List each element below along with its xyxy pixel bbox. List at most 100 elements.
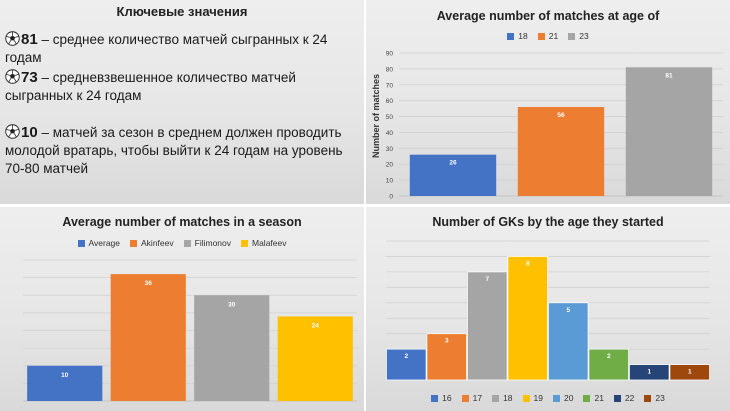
legend-label: 21 — [594, 393, 604, 403]
data-label: 1 — [647, 369, 651, 376]
fact-item: 10 – матчей за сезон в среднем должен пр… — [5, 124, 356, 178]
bar-21 — [588, 348, 629, 381]
legend-swatch — [183, 239, 191, 247]
soccer-ball-icon — [5, 124, 20, 139]
y-tick-label: 50 — [386, 114, 394, 121]
legend-item: Average — [77, 238, 121, 248]
legend-swatch — [613, 394, 621, 402]
season-chart-legend: Average Akinfeev Filimonov Malafeev — [0, 238, 364, 248]
legend-item: 20 — [553, 393, 573, 403]
gk-chart-legend: 16 17 18 19 20 21 22 23 — [366, 393, 730, 403]
legend-item: 18 — [507, 31, 528, 41]
legend-swatch — [77, 239, 85, 247]
legend-swatch — [130, 239, 138, 247]
legend-label: 18 — [503, 393, 513, 403]
bar-17 — [426, 333, 467, 381]
key-facts-title: Ключевые значения — [116, 4, 248, 19]
legend-item: 19 — [522, 393, 543, 403]
y-tick-label: 20 — [386, 162, 394, 169]
data-label: 5 — [566, 307, 570, 314]
data-label: 3 — [445, 338, 449, 345]
bar-18 — [409, 154, 497, 196]
legend-label: 19 — [533, 393, 543, 403]
data-label: 1 — [688, 369, 692, 376]
bar-21 — [517, 107, 605, 196]
legend-label: 17 — [472, 393, 483, 403]
bar-16 — [386, 348, 427, 381]
y-tick-label: 90 — [386, 51, 394, 58]
bar-22 — [629, 364, 670, 381]
fact-number: 10 — [21, 124, 38, 141]
legend-swatch — [241, 239, 248, 247]
fact-text: – средневзвешенное количество матчей сыг… — [5, 70, 296, 103]
season-chart-plot: 10 36 30 24 — [23, 259, 357, 402]
legend-label: 16 — [442, 393, 452, 403]
y-tick-label: 80 — [386, 66, 394, 73]
legend-label: 18 — [518, 31, 528, 41]
data-label: 2 — [404, 353, 408, 360]
legend-item: 23 — [644, 393, 665, 403]
legend-swatch — [583, 394, 591, 402]
legend-label: Malafeev — [252, 238, 287, 248]
legend-item: Akinfeev — [130, 238, 174, 248]
legend-label: 20 — [564, 393, 574, 403]
age-chart-plot: Number of matches 0 10 20 30 40 50 60 70 80 90 26 5… — [371, 51, 723, 201]
y-tick-label: 60 — [386, 98, 394, 105]
age-chart-panel: Average number of matches at age of 18 2… — [366, 0, 730, 204]
bar-18 — [467, 271, 508, 381]
legend-swatch — [507, 32, 515, 40]
legend-label: Average — [88, 238, 121, 248]
bar-Average — [27, 365, 103, 401]
fact-number: 81 — [21, 31, 38, 48]
data-label: 26 — [449, 160, 457, 167]
legend-item: Filimonov — [183, 238, 231, 248]
season-chart-panel: Average number of matches in a season Av… — [0, 207, 364, 411]
data-label: 36 — [145, 280, 153, 287]
data-label: 56 — [557, 112, 565, 119]
y-tick-label: 30 — [386, 146, 394, 153]
fact-text: – среднее количество матчей сыгранных к … — [5, 32, 328, 65]
fact-number: 73 — [21, 69, 38, 86]
legend-item: 16 — [431, 393, 452, 403]
legend-item: 21 — [537, 31, 559, 41]
data-label: 7 — [485, 276, 489, 283]
data-label: 81 — [665, 72, 673, 79]
legend-item: 21 — [583, 393, 604, 403]
y-tick-label: 0 — [389, 194, 393, 201]
gk-chart-title: Number of GKs by the age they started — [432, 215, 664, 229]
y-axis-label: Number of matches — [371, 74, 381, 158]
legend-item: 22 — [613, 393, 635, 403]
legend-swatch — [553, 394, 560, 402]
soccer-ball-icon — [5, 31, 20, 46]
legend-swatch — [644, 394, 652, 402]
legend-label: 23 — [655, 393, 665, 403]
data-label: 24 — [312, 322, 320, 329]
age-chart-title: Average number of matches at age of — [436, 9, 660, 23]
bar-23 — [625, 67, 713, 196]
legend-swatch — [492, 394, 500, 402]
legend-label: 21 — [548, 31, 559, 41]
y-tick-label: 40 — [386, 130, 394, 137]
legend-item: 17 — [461, 393, 483, 403]
bar-Malafeev — [277, 316, 353, 401]
soccer-ball-icon — [5, 69, 20, 84]
bar-Akinfeev — [110, 274, 186, 401]
legend-item: 23 — [568, 31, 589, 41]
bar-20 — [548, 302, 589, 381]
data-label: 2 — [607, 353, 611, 360]
legend-label: Filimonov — [194, 238, 231, 248]
legend-label: 22 — [624, 393, 635, 403]
data-label: 30 — [228, 301, 236, 308]
legend-swatch — [568, 32, 576, 40]
legend-item: Malafeev — [241, 238, 287, 248]
bar-Filimonov — [194, 295, 270, 401]
legend-label: Akinfeev — [141, 238, 174, 248]
data-label: 10 — [61, 372, 69, 379]
data-label: 8 — [526, 260, 530, 267]
bar-23 — [669, 364, 710, 381]
season-chart-title: Average number of matches in a season — [62, 215, 302, 229]
legend-swatch — [537, 32, 545, 40]
y-tick-label: 10 — [386, 178, 394, 185]
legend-swatch — [522, 394, 530, 402]
